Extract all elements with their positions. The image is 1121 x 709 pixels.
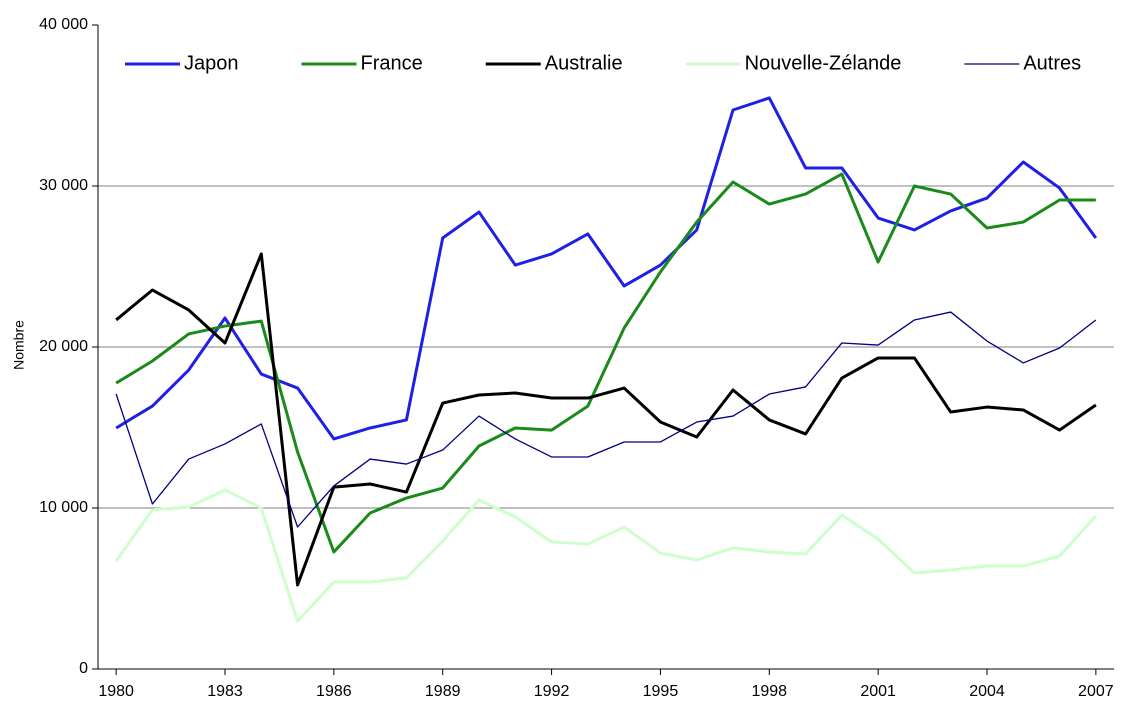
legend-label: Australie bbox=[545, 52, 623, 74]
x-tick-label: 2001 bbox=[860, 683, 896, 700]
legend-label: Nouvelle-Zélande bbox=[745, 52, 902, 74]
x-tick-label: 1980 bbox=[98, 683, 134, 700]
series-line bbox=[115, 252, 1097, 587]
x-tick-label: 2007 bbox=[1078, 683, 1114, 700]
x-tick-label: 1998 bbox=[751, 683, 787, 700]
legend-label: Japon bbox=[184, 52, 239, 74]
x-tick-label: 1995 bbox=[643, 683, 679, 700]
y-tick-label: 40 000 bbox=[39, 16, 88, 33]
series-line bbox=[115, 311, 1097, 528]
y-tick-label: 20 000 bbox=[39, 338, 88, 355]
x-tick-label: 1989 bbox=[425, 683, 461, 700]
y-tick-label: 10 000 bbox=[39, 499, 88, 516]
y-axis-label: Nombre bbox=[11, 320, 27, 370]
series-line bbox=[115, 172, 1096, 554]
series-line bbox=[114, 488, 1097, 623]
y-tick-label: 0 bbox=[79, 660, 88, 677]
legend-label: France bbox=[361, 52, 423, 74]
x-tick-label: 2004 bbox=[969, 683, 1005, 700]
x-tick-label: 1992 bbox=[534, 683, 570, 700]
legend-label: Autres bbox=[1023, 52, 1081, 74]
y-tick-label: 30 000 bbox=[39, 177, 88, 194]
x-tick-label: 1983 bbox=[207, 683, 243, 700]
x-tick-label: 1986 bbox=[316, 683, 352, 700]
